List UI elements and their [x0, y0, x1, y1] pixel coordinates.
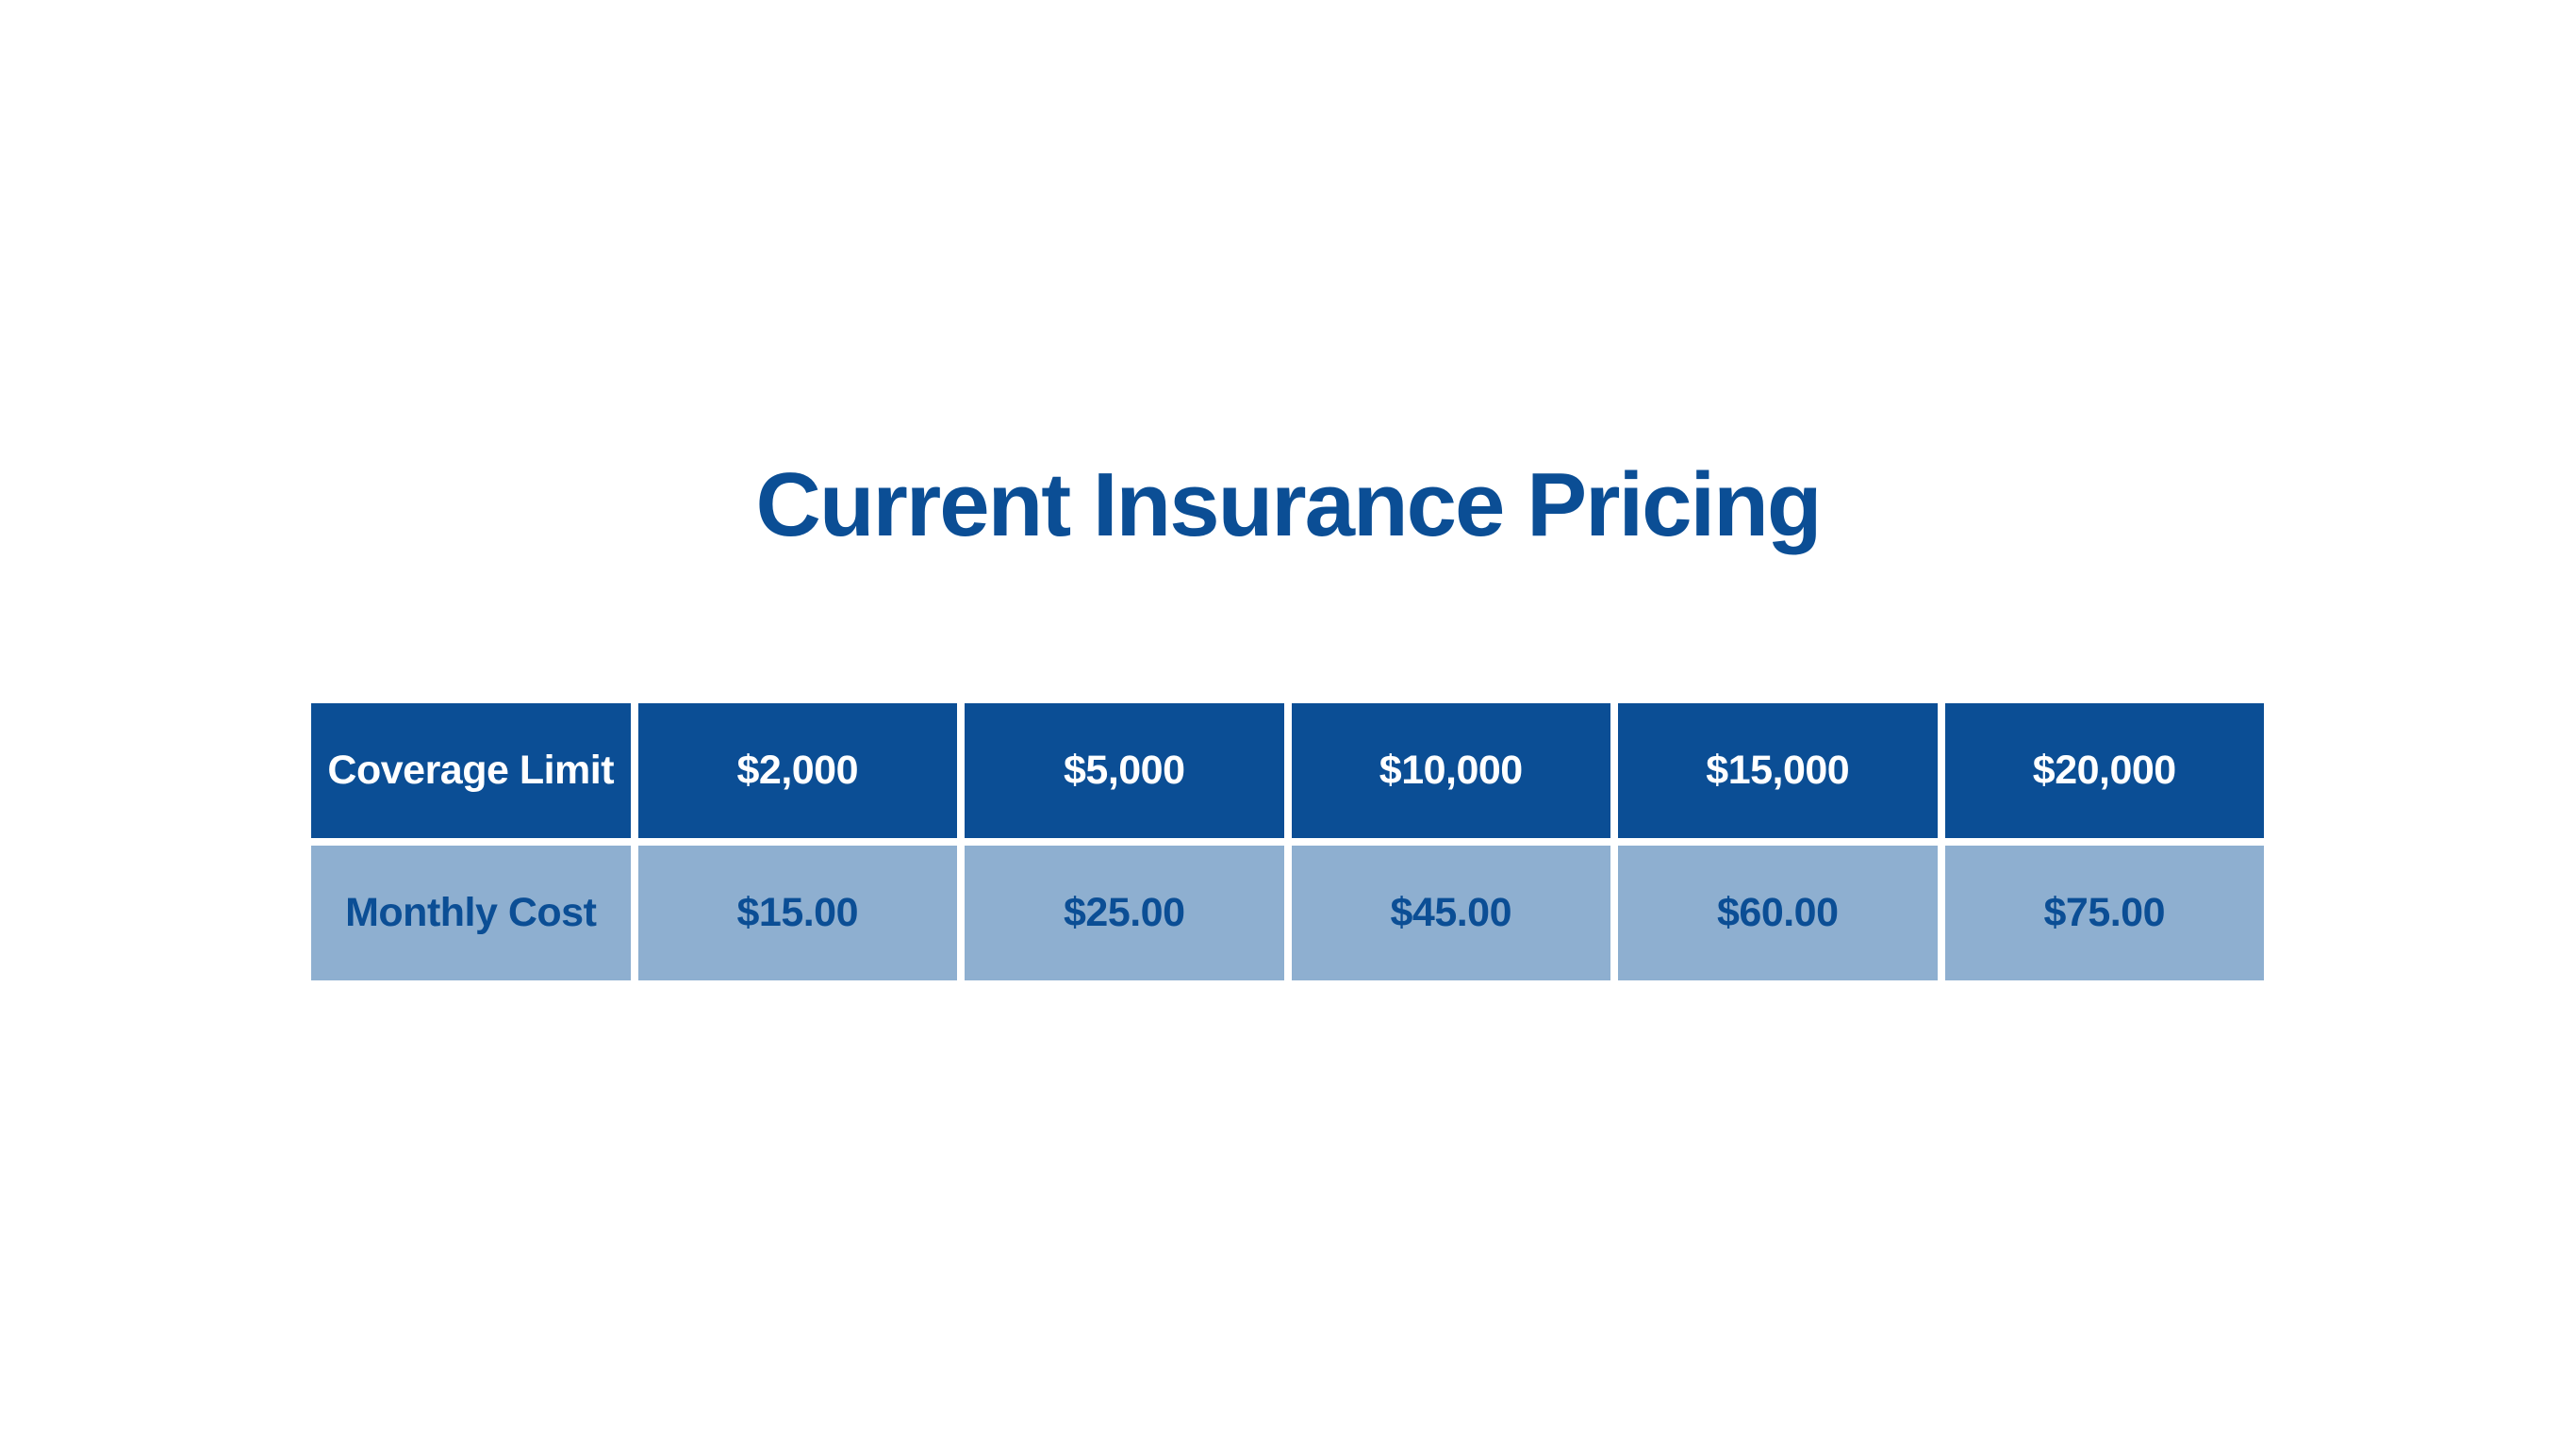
table-cell-cost-15: $15.00	[637, 846, 957, 980]
table-header-cell-limit-5000: $5,000	[965, 703, 1284, 838]
table-cell-cost-25: $25.00	[965, 846, 1284, 980]
table-cell-cost-75: $75.00	[1944, 846, 2264, 980]
table-header-cell-limit-20000: $20,000	[1944, 703, 2264, 838]
table-header-cell-limit-10000: $10,000	[1291, 703, 1610, 838]
table-cell-cost-45: $45.00	[1291, 846, 1610, 980]
table-cell-cost-60: $60.00	[1618, 846, 1938, 980]
table-header-cell-coverage-limit-label: Coverage Limit	[311, 703, 631, 838]
page-title: Current Insurance Pricing	[755, 454, 1823, 555]
table-header-cell-limit-15000: $15,000	[1618, 703, 1938, 838]
table-header-cell-limit-2000: $2,000	[637, 703, 957, 838]
table-cell-monthly-cost-label: Monthly Cost	[311, 846, 631, 980]
pricing-table: Coverage Limit $2,000 $5,000 $10,000 $15…	[311, 703, 2264, 980]
